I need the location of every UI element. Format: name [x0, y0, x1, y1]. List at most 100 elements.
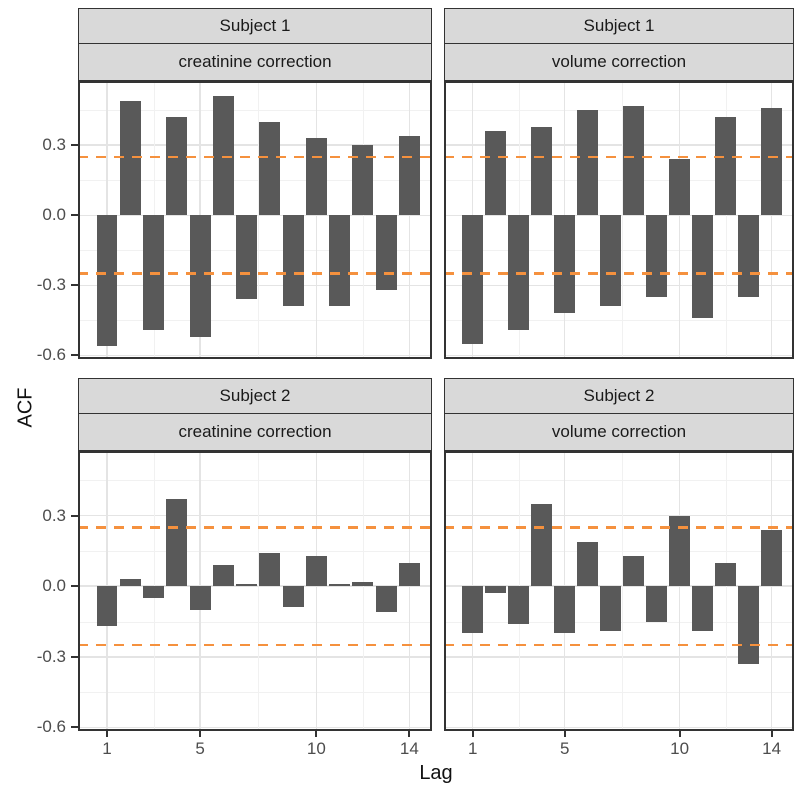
gridline-v-major: [770, 81, 773, 359]
acf-bar: [259, 121, 281, 216]
acf-panel: [444, 451, 794, 731]
facet-strip-correction: creatinine correction: [78, 412, 432, 451]
y-axis-tick: [71, 354, 78, 357]
acf-bar: [329, 215, 351, 307]
acf-bar: [143, 586, 164, 599]
acf-bar: [738, 586, 759, 664]
acf-bar: [669, 159, 690, 216]
x-tick-label: 1: [467, 739, 478, 758]
y-tick-label: -0.3: [36, 275, 66, 295]
facet-strip-label: Subject 2: [583, 386, 655, 405]
gridline-v-minor: [622, 81, 624, 359]
y-axis-tick: [71, 585, 78, 588]
gridline-h-major: [444, 726, 794, 729]
y-axis-tick: [71, 144, 78, 147]
gridline-v-major: [678, 81, 681, 359]
facet-strip-correction: volume correction: [444, 412, 794, 451]
gridline-h-minor: [444, 480, 794, 482]
y-axis-tick: [71, 514, 78, 517]
gridline-h-minor: [444, 180, 794, 182]
x-axis-tick: [770, 731, 773, 737]
y-axis-tick: [71, 655, 78, 658]
acf-bar: [305, 138, 327, 216]
y-tick-label: -0.6: [36, 345, 66, 365]
facet-strip-label: Subject 1: [219, 16, 291, 35]
acf-bar: [329, 583, 351, 587]
acf-bar: [761, 529, 782, 587]
acf-bar: [600, 215, 621, 307]
x-tick-label: 14: [399, 739, 419, 758]
acf-bar: [96, 586, 118, 627]
y-axis-title: ACF: [14, 387, 37, 428]
facet-strip-label: Subject 1: [583, 16, 655, 35]
facet-strip-correction: volume correction: [444, 42, 794, 81]
gridline-h-major: [78, 144, 432, 147]
gridline-h-major: [78, 656, 432, 658]
x-axis-tick: [199, 731, 202, 737]
acf-bar: [577, 541, 598, 587]
y-tick-label: 0.0: [42, 205, 66, 225]
acf-bar: [738, 215, 759, 298]
acf-panel: [444, 81, 794, 359]
gridline-v-major: [315, 81, 318, 359]
acf-bar: [375, 215, 397, 291]
gridline-v-major: [678, 451, 681, 731]
acf-bar: [715, 562, 736, 587]
x-axis-tick: [563, 731, 566, 737]
acf-bar: [166, 117, 188, 216]
acf-bar: [398, 135, 420, 216]
gridline-v-minor: [725, 451, 727, 731]
gridline-h-minor: [78, 692, 432, 694]
acf-bar: [375, 586, 397, 613]
gridline-v-major: [408, 451, 411, 731]
acf-bar: [715, 117, 736, 216]
facet-strip-label: creatinine correction: [178, 421, 332, 441]
gridline-h-major: [444, 514, 794, 517]
facet-strip-subject: Subject 2: [78, 378, 432, 414]
confidence-line: [78, 272, 432, 276]
acf-bar: [485, 586, 507, 594]
acf-bar: [692, 215, 713, 319]
acf-bar: [508, 586, 530, 624]
confidence-line: [444, 526, 794, 529]
y-tick-label: 0.3: [42, 135, 66, 155]
acf-bar: [531, 126, 552, 216]
y-tick-label: -0.6: [36, 717, 66, 737]
acf-bar: [462, 215, 484, 344]
acf-bar: [236, 583, 258, 587]
acf-bar: [623, 555, 644, 587]
x-tick-label: 14: [762, 739, 782, 758]
gridline-h-major: [78, 354, 432, 357]
acf-bar: [166, 499, 188, 587]
gridline-v-minor: [362, 81, 364, 359]
x-axis-tick: [408, 731, 411, 737]
gridline-h-minor: [78, 551, 432, 552]
acf-bar: [669, 515, 690, 587]
acf-bar: [189, 586, 211, 610]
acf-bar: [259, 553, 281, 587]
acf-bar: [462, 586, 484, 634]
gridline-h-major: [444, 144, 794, 147]
acf-bar: [646, 586, 667, 622]
x-tick-label: 10: [306, 739, 326, 758]
acf-bar: [96, 215, 118, 347]
gridline-h-major: [444, 354, 794, 357]
acf-bar: [554, 215, 575, 314]
facet-strip-correction: creatinine correction: [78, 42, 432, 81]
acf-bar: [305, 555, 327, 587]
acf-bar: [600, 586, 621, 631]
acf-bar: [352, 581, 374, 587]
gridline-v-minor: [258, 451, 260, 731]
gridline-v-minor: [622, 451, 624, 731]
y-axis-tick: [71, 214, 78, 217]
gridline-h-minor: [78, 110, 432, 112]
acf-bar: [692, 586, 713, 631]
acf-bar: [577, 110, 598, 216]
facet-strip-subject: Subject 2: [444, 378, 794, 414]
gridline-h-minor: [78, 320, 432, 322]
acf-bar: [646, 215, 667, 298]
acf-bar: [236, 215, 258, 300]
x-tick-label: 5: [195, 739, 205, 758]
confidence-line: [444, 643, 794, 647]
acf-bar: [212, 565, 234, 587]
